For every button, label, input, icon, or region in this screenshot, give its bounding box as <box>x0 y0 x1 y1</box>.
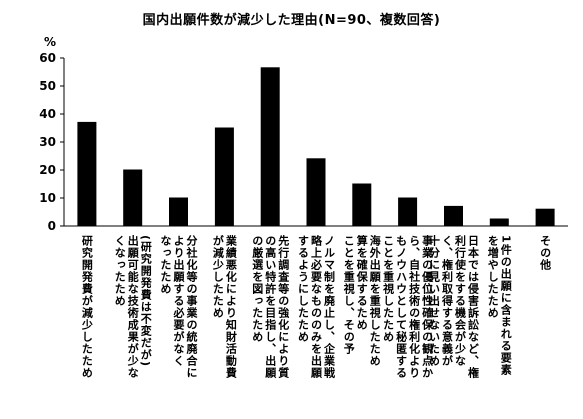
x-category-label: ノルマ制を廃止し、企業戦 略上必要なもののみを出願 するようにしたため <box>296 235 336 379</box>
bar-5 <box>260 67 280 227</box>
x-category-label: 海外出願を重視したため 算を確保するため ことを重視し、その予 <box>342 235 382 367</box>
bar-2 <box>123 169 143 227</box>
bar-7 <box>352 183 372 227</box>
bars-group <box>77 67 555 227</box>
bar-11 <box>535 208 555 227</box>
bar-8 <box>398 197 418 227</box>
bar-6 <box>306 158 326 227</box>
x-category-label: その他 <box>538 235 552 271</box>
x-category-label: 研究開発費が減少したため <box>80 235 94 379</box>
y-tick-labels: 0 10 20 30 40 50 60 <box>39 51 56 233</box>
x-category-label: 分社化等の事業の統廃合に より出願する必要がなく なったため <box>159 235 198 379</box>
y-tick-label: 50 <box>39 79 56 93</box>
x-category-label: 日本では侵害訴訟など、権 利行使をする機会が少な く、権利取得する意義が 十分に… <box>427 235 480 379</box>
bar-10 <box>489 218 509 227</box>
y-tick-label: 40 <box>39 107 56 121</box>
y-tick-label: 10 <box>39 191 56 205</box>
x-category-label: 業績悪化により知財活動費 が減少したため <box>211 235 238 379</box>
axes-group <box>60 57 568 227</box>
bar-9 <box>444 205 463 227</box>
y-tick-label: 30 <box>39 135 56 149</box>
y-tick-label: 20 <box>39 163 56 177</box>
x-category-label: 1件の出願に含まれる要素 を増やしたため <box>486 235 513 376</box>
x-category-label: (研究開発費は不変だが) 出願可能な技術成果が少な くなったため <box>113 235 153 379</box>
y-tick-label: 0 <box>48 219 56 233</box>
bar-1 <box>77 121 97 227</box>
bar-3 <box>169 197 188 227</box>
y-axis-unit-label: % <box>44 35 57 49</box>
chart-title: 国内出願件数が減少した理由(N=90、複数回答) <box>142 13 441 28</box>
x-category-label: 事業の優位性確保の観点か ら、自社技術の権利化より もノウハウとして秘匿する こ… <box>381 235 434 379</box>
y-tick-label: 60 <box>39 51 56 65</box>
bar-4 <box>214 127 234 227</box>
x-category-label: 先行調査等の強化により質 の高い特許を目指し、出願 の厳選を図ったため <box>250 235 290 379</box>
